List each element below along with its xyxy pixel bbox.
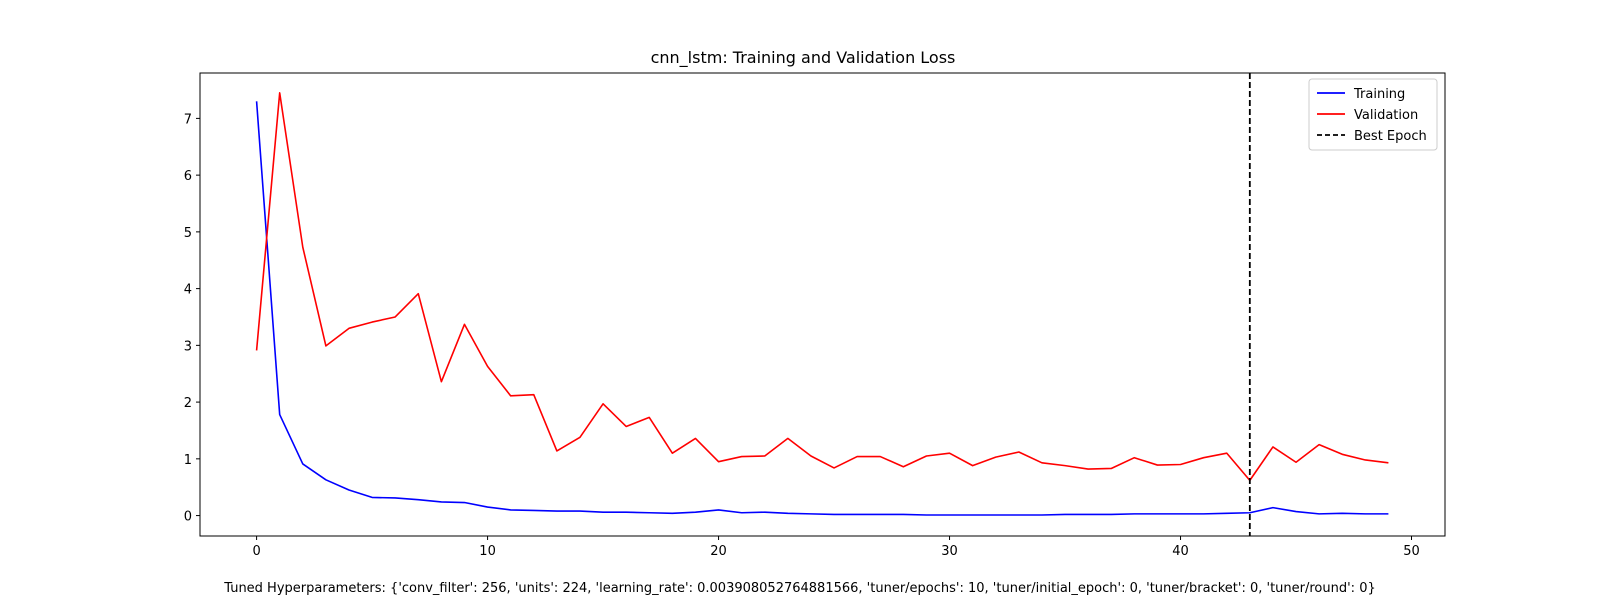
legend-label: Validation [1354,108,1418,123]
x-tick-label: 40 [1172,544,1189,559]
series-line-validation [255,92,1389,482]
series-line-training [255,101,1389,516]
y-tick-label: 0 [184,510,192,525]
x-tick-label: 10 [479,544,496,559]
hyperparameters-footnote: Tuned Hyperparameters: {'conv_filter': 2… [224,581,1376,596]
y-tick-label: 2 [184,396,192,411]
y-tick-label: 6 [184,169,192,184]
y-tick-label: 1 [184,453,192,468]
series-layer [255,92,1389,516]
chart-title: cnn_lstm: Training and Validation Loss [651,48,956,68]
legend: Training Validation Best Epoch [1308,78,1438,151]
legend-label: Best Epoch [1354,129,1427,144]
y-tick-label: 4 [184,283,192,298]
plot-frame [199,72,1446,537]
y-tick-label: 5 [184,226,192,241]
x-tick-label: 20 [710,544,727,559]
legend-box [1308,78,1438,151]
x-tick-label: 30 [941,544,958,559]
y-tick-label: 7 [184,112,192,127]
axis-ticks: 0 10 20 30 40 50 0 1 2 3 4 5 6 7 [184,112,1420,559]
x-tick-label: 50 [1403,544,1420,559]
x-tick-label: 0 [252,544,260,559]
y-tick-label: 3 [184,339,192,354]
legend-label: Training [1353,87,1405,102]
